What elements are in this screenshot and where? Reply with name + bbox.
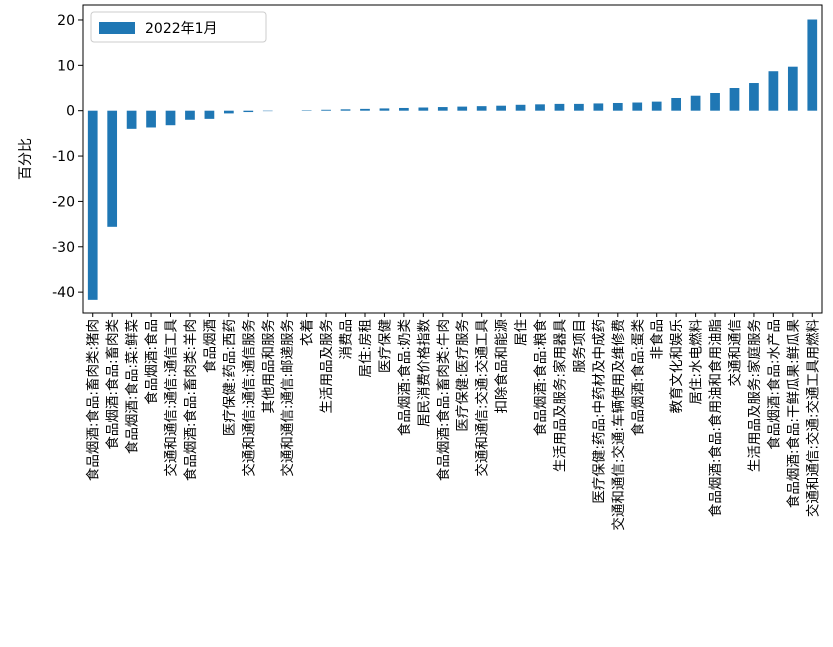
bar bbox=[807, 20, 817, 111]
x-tick-label: 其他用品和服务 bbox=[261, 319, 277, 414]
x-tick-label: 食品烟酒:食品:蛋类 bbox=[629, 319, 646, 436]
y-tick-label: -20 bbox=[52, 194, 75, 210]
bar bbox=[185, 111, 195, 120]
bar bbox=[127, 111, 137, 129]
bar bbox=[671, 98, 681, 111]
plot-frame bbox=[83, 5, 822, 313]
bar bbox=[574, 104, 584, 111]
x-tick-label: 食品烟酒:食品 bbox=[143, 319, 160, 405]
bar bbox=[555, 104, 565, 111]
x-tick-label: 交通和通信:交通:交通工具 bbox=[474, 319, 491, 477]
x-tick-label: 医疗保健:药品:中药材及中成药 bbox=[591, 319, 607, 504]
bar bbox=[438, 107, 448, 111]
y-tick-label: 20 bbox=[57, 13, 75, 29]
bar bbox=[788, 67, 798, 111]
bar bbox=[613, 103, 623, 111]
bar bbox=[749, 83, 759, 111]
x-tick-label: 医疗保健:药品:西药 bbox=[222, 319, 238, 436]
x-tick-label: 生活用品及服务:家用器具 bbox=[551, 319, 568, 472]
bar bbox=[691, 96, 701, 111]
x-tick-label: 教育文化和娱乐 bbox=[669, 319, 685, 414]
y-tick-label: -10 bbox=[52, 149, 75, 165]
legend-swatch bbox=[99, 22, 135, 34]
x-tick-label: 居住:房租 bbox=[358, 319, 374, 378]
y-tick-label: 0 bbox=[66, 104, 75, 120]
x-tick-label: 居住 bbox=[514, 319, 530, 346]
x-tick-label: 生活用品及服务 bbox=[319, 319, 335, 414]
bar bbox=[496, 106, 506, 111]
x-tick-label: 食品烟酒:食品:畜肉类:牛肉 bbox=[435, 319, 452, 481]
x-tick-label: 食品烟酒:食品:水产品 bbox=[765, 319, 782, 450]
bar bbox=[341, 109, 351, 110]
bar bbox=[399, 108, 409, 111]
x-tick-label: 食品烟酒:食品:畜肉类:羊肉 bbox=[182, 319, 199, 481]
x-tick-label: 食品烟酒:食品:畜肉类:猪肉 bbox=[85, 319, 102, 481]
bar bbox=[593, 103, 603, 110]
x-tick-label: 医疗保健 bbox=[377, 319, 393, 373]
legend-label: 2022年1月 bbox=[145, 21, 218, 37]
x-tick-label: 消费品 bbox=[339, 319, 355, 360]
x-tick-label: 交通和通信:通信:通信服务 bbox=[240, 319, 257, 477]
bar bbox=[224, 111, 234, 114]
x-tick-label: 居住:水电燃料 bbox=[688, 319, 705, 405]
bar bbox=[516, 105, 526, 111]
bar bbox=[535, 104, 545, 110]
y-tick-label: -40 bbox=[52, 285, 75, 301]
bar bbox=[457, 107, 467, 111]
x-tick-label: 服务项目 bbox=[572, 319, 588, 373]
x-tick-label: 居民消费价格指数 bbox=[416, 319, 432, 427]
x-tick-label: 食品烟酒:食品:干鲜瓜果:鲜瓜果 bbox=[785, 319, 802, 509]
bar bbox=[166, 111, 176, 126]
bar bbox=[88, 111, 98, 300]
x-tick-label: 生活用品及服务:家庭服务 bbox=[746, 319, 763, 472]
x-tick-label: 交通和通信:交通:交通工具用燃料 bbox=[804, 319, 821, 518]
x-tick-label: 交通和通信:通信:通信工具 bbox=[163, 319, 180, 477]
y-tick-label: -30 bbox=[52, 240, 75, 256]
bar bbox=[418, 108, 428, 111]
bar bbox=[107, 111, 117, 227]
x-tick-label: 扣除食品和能源 bbox=[493, 319, 510, 414]
x-tick-label: 交通和通信 bbox=[726, 319, 743, 387]
x-tick-label: 交通和通信:通信:邮递服务 bbox=[279, 319, 296, 477]
x-tick-label: 食品烟酒:食品:食用油和食用油脂 bbox=[707, 319, 724, 517]
x-tick-label: 食品烟酒:食品:菜:鲜菜 bbox=[124, 319, 141, 454]
x-tick-label: 食品烟酒:食品:畜肉类 bbox=[104, 319, 121, 450]
bar bbox=[205, 111, 215, 119]
bar bbox=[652, 102, 662, 111]
x-tick-label: 医疗保健:医疗服务 bbox=[455, 319, 471, 432]
y-axis-label: 百分比 bbox=[18, 138, 34, 180]
x-tick-label: 衣着 bbox=[299, 319, 316, 346]
bar bbox=[730, 88, 740, 111]
x-tick-label: 食品烟酒 bbox=[201, 319, 218, 373]
x-tick-label: 食品烟酒:食品:奶类 bbox=[396, 319, 413, 436]
bar bbox=[632, 103, 642, 111]
y-tick-label: 10 bbox=[57, 58, 75, 74]
bar bbox=[146, 111, 156, 128]
bar bbox=[477, 106, 487, 111]
x-tick-label: 非食品 bbox=[649, 319, 666, 360]
bar bbox=[380, 108, 390, 110]
bar bbox=[710, 93, 720, 111]
bar bbox=[769, 71, 779, 110]
bar bbox=[243, 111, 253, 112]
x-tick-label: 食品烟酒:食品:粮食 bbox=[532, 319, 549, 437]
bar bbox=[360, 109, 370, 111]
bar bbox=[321, 110, 331, 111]
x-tick-label: 交通和通信:交通:车辆使用及维修费 bbox=[610, 319, 627, 531]
